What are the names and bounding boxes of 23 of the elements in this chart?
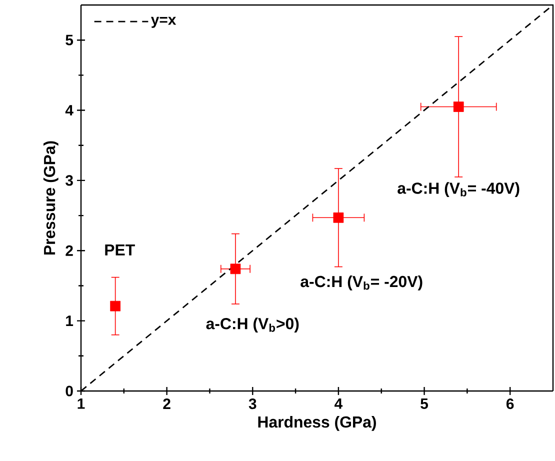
x-tick-label: 3	[248, 398, 256, 410]
y-tick-label: 0	[66, 386, 73, 396]
point	[230, 264, 241, 274]
x-tick-label: 1	[78, 398, 85, 409]
x-tick-label: 4	[334, 398, 343, 409]
y-tick-label: 3	[66, 175, 73, 186]
point	[333, 212, 344, 223]
point	[110, 300, 121, 312]
x-axis-title: Hardness (GPa)	[258, 416, 376, 431]
x-tick-label: 5	[420, 398, 428, 409]
y-tick-label: 1	[66, 316, 74, 326]
y-tick-label: 2	[66, 245, 73, 256]
x-tick-label: 2	[163, 398, 170, 409]
annotation: a-C:H (V$_{b}$= -20V)	[300, 275, 422, 290]
point	[453, 102, 464, 112]
annotation: a-C:H (V$_{b}$>0)	[206, 318, 299, 332]
annotation: PET	[105, 244, 135, 256]
annotation: a-C:H (V$_{b}$= -40V)	[398, 182, 520, 198]
y-axis-title: Pressure (GPa)	[43, 141, 58, 255]
y-tick-label: 5	[66, 34, 74, 46]
x-tick-label: 6	[506, 398, 514, 410]
legend-label: y=x	[150, 16, 176, 28]
y-tick-label: 4	[65, 105, 74, 116]
